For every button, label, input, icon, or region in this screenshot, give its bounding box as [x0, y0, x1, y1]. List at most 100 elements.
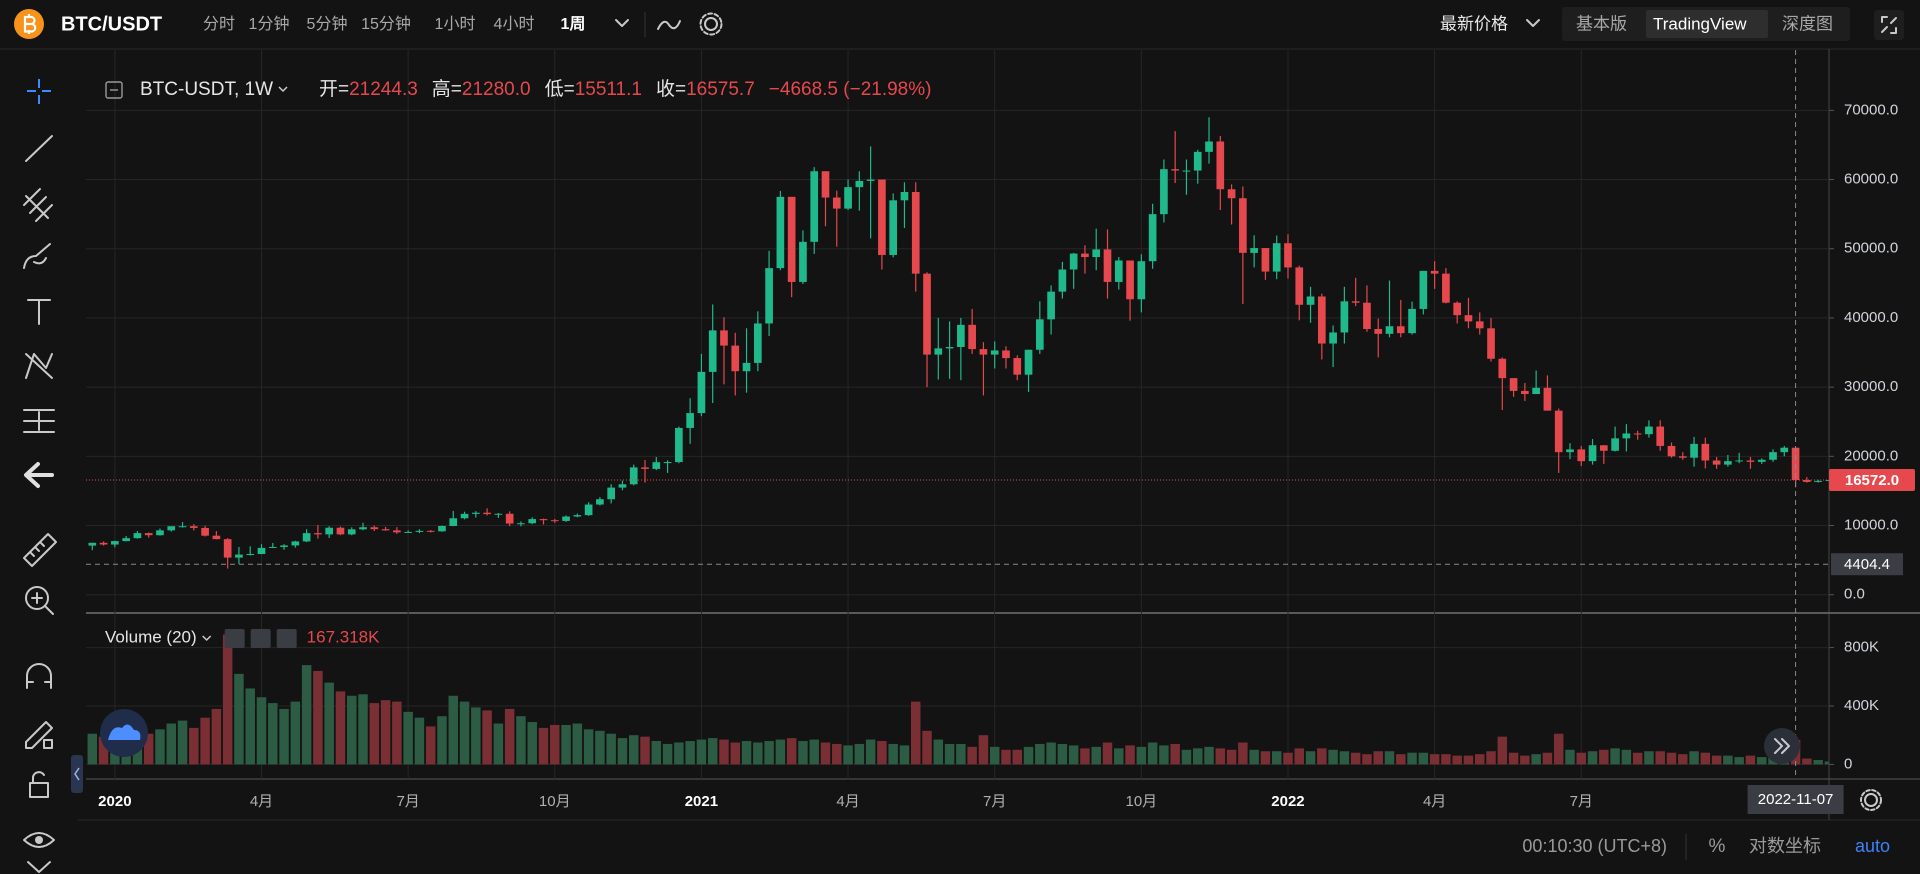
volume-bar: [1384, 751, 1395, 765]
volume-bar: [1497, 736, 1508, 765]
fullscreen-button[interactable]: [1874, 10, 1904, 40]
volume-bar: [1046, 742, 1056, 765]
view-option[interactable]: 深度图: [1782, 14, 1833, 33]
candle-body: [1419, 270, 1428, 309]
price-type-dropdown[interactable]: [1526, 19, 1540, 27]
interval-option[interactable]: 1周: [561, 15, 586, 33]
candle-body: [1464, 315, 1473, 322]
interval-option[interactable]: 4小时: [494, 15, 535, 33]
candle-body: [1351, 301, 1360, 303]
toolbar-collapse[interactable]: [71, 755, 83, 793]
candle-body: [799, 241, 807, 282]
magnet-tool[interactable]: [26, 663, 52, 689]
candle-body: [302, 533, 311, 542]
volume-bar: [1723, 755, 1733, 765]
view-option[interactable]: TradingView: [1653, 14, 1747, 33]
volume-visibility-button[interactable]: [224, 629, 245, 648]
volume-bar: [1463, 755, 1474, 765]
crosshair-price-label: 4404.4: [1844, 556, 1890, 573]
candle-body: [1160, 169, 1168, 215]
candle-body: [1013, 358, 1022, 375]
lock-draw-tool[interactable]: [25, 721, 53, 749]
candle-body: [314, 533, 322, 535]
percent-toggle[interactable]: %: [1709, 836, 1726, 857]
candle-body: [720, 330, 728, 346]
volume-bar: [1035, 743, 1045, 765]
volume-bar: [87, 733, 98, 765]
candle-body: [167, 526, 176, 531]
symbol-dropdown[interactable]: [278, 86, 288, 93]
chart-frame: [78, 49, 1920, 821]
candle-body: [1690, 443, 1698, 458]
candle-body: [1024, 349, 1033, 375]
line-tool[interactable]: [25, 135, 53, 162]
lock-tool[interactable]: [29, 771, 49, 798]
volume-bar: [504, 708, 515, 765]
x-tick-label: 2021: [685, 793, 718, 810]
candle-body: [1329, 332, 1337, 344]
volume-bar: [437, 716, 447, 765]
candle-body: [1712, 460, 1721, 465]
price-type[interactable]: 最新价格: [1440, 14, 1508, 33]
volume-bar: [516, 716, 526, 765]
back-tool[interactable]: [24, 462, 54, 488]
candle-body: [900, 192, 909, 201]
volume-bar: [572, 723, 583, 765]
candle-body: [1227, 189, 1236, 199]
candle-body: [325, 527, 334, 535]
volume-bar: [1689, 751, 1699, 765]
volume-bar: [922, 730, 932, 765]
indicator-button[interactable]: [657, 20, 681, 30]
ruler-tool[interactable]: [23, 533, 57, 567]
volume-bar: [1678, 754, 1688, 765]
interval-option[interactable]: 5分钟: [307, 15, 348, 33]
crosshair-tool[interactable]: [27, 79, 51, 104]
candle-body: [1645, 426, 1653, 435]
view-option[interactable]: 基本版: [1576, 14, 1627, 33]
x-tick-label: 7月: [1570, 793, 1593, 810]
interval-option[interactable]: 15分钟: [361, 15, 411, 33]
legend-collapse[interactable]: [105, 81, 123, 99]
pattern-tool[interactable]: [25, 353, 53, 379]
volume-bar: [1486, 751, 1496, 765]
volume-bar: [1294, 748, 1304, 765]
interval-option[interactable]: 分时: [203, 15, 235, 33]
volume-remove-button[interactable]: [276, 629, 297, 648]
pair-name[interactable]: BTC/USDT: [61, 13, 162, 35]
text-tool[interactable]: [27, 299, 51, 325]
zoom-tool[interactable]: [25, 586, 49, 610]
log-toggle[interactable]: 对数坐标: [1749, 836, 1821, 856]
auto-toggle[interactable]: auto: [1855, 836, 1890, 856]
volume-bar: [1632, 752, 1643, 765]
axis-settings[interactable]: [1864, 793, 1878, 807]
volume-settings-button[interactable]: [250, 629, 271, 648]
volume-bar: [956, 743, 966, 765]
volume-bar: [865, 739, 876, 765]
y-tick-label: 20000.0: [1844, 447, 1898, 464]
candle-body: [1475, 321, 1484, 329]
settings-button[interactable]: [704, 17, 718, 31]
interval-option[interactable]: 1小时: [435, 15, 476, 33]
volume-bar: [1644, 751, 1654, 765]
candle-body: [223, 539, 232, 558]
more-tools[interactable]: [27, 861, 51, 873]
candle-body: [471, 512, 480, 514]
interval-dropdown[interactable]: [615, 19, 629, 27]
volume-bars: [87, 634, 1829, 765]
pitchfork-tool[interactable]: [23, 188, 53, 222]
volume-tick-label: 0: [1844, 755, 1852, 772]
volume-dropdown[interactable]: [202, 635, 212, 642]
interval-option[interactable]: 1分钟: [249, 15, 290, 33]
measure-tool[interactable]: [23, 409, 55, 433]
volume-bar: [617, 738, 628, 765]
visibility-tool[interactable]: [23, 832, 55, 848]
volume-bar: [550, 724, 560, 765]
candle-body: [832, 197, 841, 209]
candle-body: [629, 467, 638, 485]
candle-body: [1148, 214, 1157, 262]
candle-body: [1521, 390, 1529, 395]
ohlc-change: −4668.5 (−21.98%): [769, 79, 932, 100]
candle-body: [99, 542, 108, 545]
brush-tool[interactable]: [23, 243, 51, 269]
